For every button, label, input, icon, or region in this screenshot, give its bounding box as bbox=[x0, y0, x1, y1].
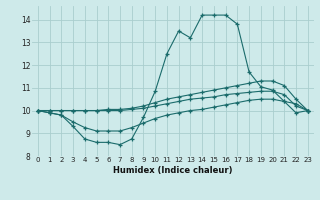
X-axis label: Humidex (Indice chaleur): Humidex (Indice chaleur) bbox=[113, 166, 233, 175]
